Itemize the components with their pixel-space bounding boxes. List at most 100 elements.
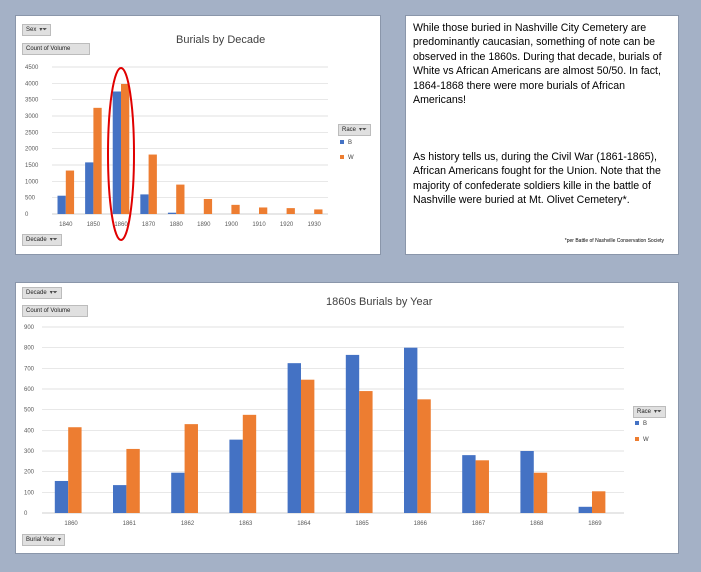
bar-w-1890 bbox=[203, 198, 213, 214]
x-tick-label: 1880 bbox=[170, 222, 184, 228]
burials-1860s-by-year-chart: 0 100 200 300 400 500 600 700 800 900 1860 1861 1862… bbox=[15, 282, 679, 554]
bar-w-1920 bbox=[286, 208, 295, 214]
bar-b-1860 bbox=[112, 91, 121, 214]
filter-dropdown-icon: ▾ bbox=[58, 537, 62, 543]
x-tick-label: 1910 bbox=[252, 222, 266, 228]
bar-b-1840 bbox=[57, 195, 66, 214]
value-field-button[interactable]: Count of Volume bbox=[22, 43, 90, 55]
y-tick-label: 300 bbox=[24, 449, 35, 455]
bar-b-1861 bbox=[113, 485, 127, 513]
bar-b-1868 bbox=[520, 451, 534, 513]
cemetery-note-panel: While those buried in Nashville City Cem… bbox=[405, 15, 679, 255]
legend-item-b: B bbox=[340, 140, 352, 146]
bar-b-1860 bbox=[54, 480, 69, 513]
value-field-label: Count of Volume bbox=[26, 46, 71, 52]
race-legend-field-button[interactable]: Race ▾⏷ bbox=[633, 406, 666, 418]
filter-dropdown-icon: ▾⏷ bbox=[654, 409, 662, 415]
decade-field-label: Decade bbox=[26, 237, 47, 243]
bar-b-1862 bbox=[171, 472, 185, 513]
burials-by-decade-plot: 0 500 1000 1500 2000 2500 3000 3500 4000 4500 1840… bbox=[25, 65, 328, 241]
x-tick-label: 1870 bbox=[142, 222, 156, 228]
legend-label-w: W bbox=[348, 155, 354, 161]
x-tick-label: 1862 bbox=[181, 521, 195, 527]
legend-swatch-b bbox=[635, 421, 639, 426]
bar-w-1930 bbox=[314, 209, 323, 214]
decade-axis-field-button[interactable]: Decade ▾⏷ bbox=[22, 234, 62, 246]
x-tick-label: 1868 bbox=[530, 521, 544, 527]
sex-filter-button[interactable]: Sex ▾⏷ bbox=[22, 24, 52, 36]
filter-dropdown-icon: ▾⏷ bbox=[39, 27, 48, 33]
note-paragraph-2: As history tells us, during the Civil Wa… bbox=[413, 151, 661, 207]
x-tick-label: 1930 bbox=[308, 222, 322, 228]
y-tick-label: 4500 bbox=[25, 65, 39, 71]
x-tick-label: 1850 bbox=[87, 222, 101, 228]
x-tick-label: 1860 bbox=[64, 521, 78, 527]
x-tick-label: 1900 bbox=[225, 222, 239, 228]
y-tick-label: 4000 bbox=[25, 81, 39, 87]
bar-b-1850 bbox=[85, 162, 94, 214]
x-tick-label: 1860 bbox=[114, 222, 128, 228]
y-tick-label: 0 bbox=[24, 511, 28, 517]
bar-w-1863 bbox=[242, 414, 257, 513]
bar-w-1862 bbox=[184, 424, 198, 513]
filter-dropdown-icon: ▾⏷ bbox=[49, 237, 58, 243]
bar-b-1869 bbox=[578, 506, 592, 513]
burials-by-year-plot: 0 100 200 300 400 500 600 700 800 900 1860 1861 1862… bbox=[24, 325, 624, 527]
sex-filter-label: Sex bbox=[26, 27, 37, 33]
y-tick-label: 200 bbox=[24, 470, 35, 476]
filter-dropdown-icon: ▾⏷ bbox=[359, 127, 367, 133]
bar-w-1840 bbox=[65, 170, 75, 214]
y-tick-label: 3500 bbox=[25, 98, 39, 104]
highlight-1860-circle bbox=[107, 67, 135, 241]
bar-w-1864 bbox=[300, 379, 315, 513]
y-tick-label: 2500 bbox=[25, 130, 39, 136]
burial-year-field-label: Burial Year bbox=[26, 537, 56, 543]
bar-w-1870 bbox=[148, 154, 157, 214]
x-tick-label: 1861 bbox=[123, 521, 137, 527]
y-tick-label: 400 bbox=[24, 428, 35, 434]
legend-item-w: W bbox=[340, 155, 354, 161]
bar-w-1850 bbox=[93, 107, 102, 214]
legend-swatch-w bbox=[635, 437, 639, 442]
y-tick-label: 800 bbox=[24, 346, 35, 352]
x-tick-label: 1864 bbox=[297, 521, 311, 527]
x-tick-label: 1890 bbox=[197, 222, 211, 228]
y-tick-label: 500 bbox=[25, 196, 36, 202]
bar-w-1860 bbox=[68, 427, 82, 513]
bar-b-1880 bbox=[167, 212, 177, 214]
bar-b-1870 bbox=[140, 194, 149, 214]
race-legend-field-button[interactable]: Race ▾⏷ bbox=[338, 124, 371, 136]
y-tick-label: 0 bbox=[25, 212, 29, 218]
y-tick-label: 100 bbox=[24, 490, 35, 496]
legend-swatch-w bbox=[340, 155, 344, 160]
chart-title: 1860s Burials by Year bbox=[326, 296, 433, 308]
y-tick-label: 2000 bbox=[25, 147, 39, 153]
x-tick-label: 1840 bbox=[59, 222, 73, 228]
y-tick-label: 1000 bbox=[25, 179, 39, 185]
bar-w-1900 bbox=[231, 204, 240, 214]
bar-b-1866 bbox=[404, 347, 418, 513]
bar-w-1910 bbox=[259, 207, 268, 214]
x-tick-label: 1863 bbox=[239, 521, 253, 527]
chart-title: Burials by Decade bbox=[176, 34, 266, 46]
filter-dropdown-icon: ▾⏷ bbox=[49, 290, 58, 296]
race-field-label: Race bbox=[342, 127, 357, 133]
decade-filter-label: Decade bbox=[26, 290, 47, 296]
bar-w-1867 bbox=[475, 460, 489, 513]
x-tick-label: 1867 bbox=[472, 521, 486, 527]
burials-by-decade-chart: 0 500 1000 1500 2000 2500 3000 3500 4000 4500 1840… bbox=[15, 15, 381, 255]
value-field-button[interactable]: Count of Volume bbox=[22, 305, 88, 317]
bar-b-1863 bbox=[229, 439, 243, 513]
value-field-label: Count of Volume bbox=[26, 308, 71, 314]
legend-label-w: W bbox=[643, 437, 649, 443]
y-tick-label: 3000 bbox=[25, 114, 39, 120]
bar-w-1865 bbox=[359, 391, 373, 513]
y-tick-label: 500 bbox=[24, 408, 35, 414]
decade-filter-button[interactable]: Decade ▾⏷ bbox=[22, 287, 62, 299]
note-source: *per Battle of Nashville Conservation So… bbox=[564, 238, 664, 244]
burial-year-axis-field-button[interactable]: Burial Year ▾ bbox=[22, 534, 66, 546]
x-tick-label: 1869 bbox=[588, 521, 602, 527]
y-tick-label: 700 bbox=[24, 366, 35, 372]
bar-w-1861 bbox=[126, 448, 140, 513]
legend-item-b: B bbox=[635, 421, 647, 427]
